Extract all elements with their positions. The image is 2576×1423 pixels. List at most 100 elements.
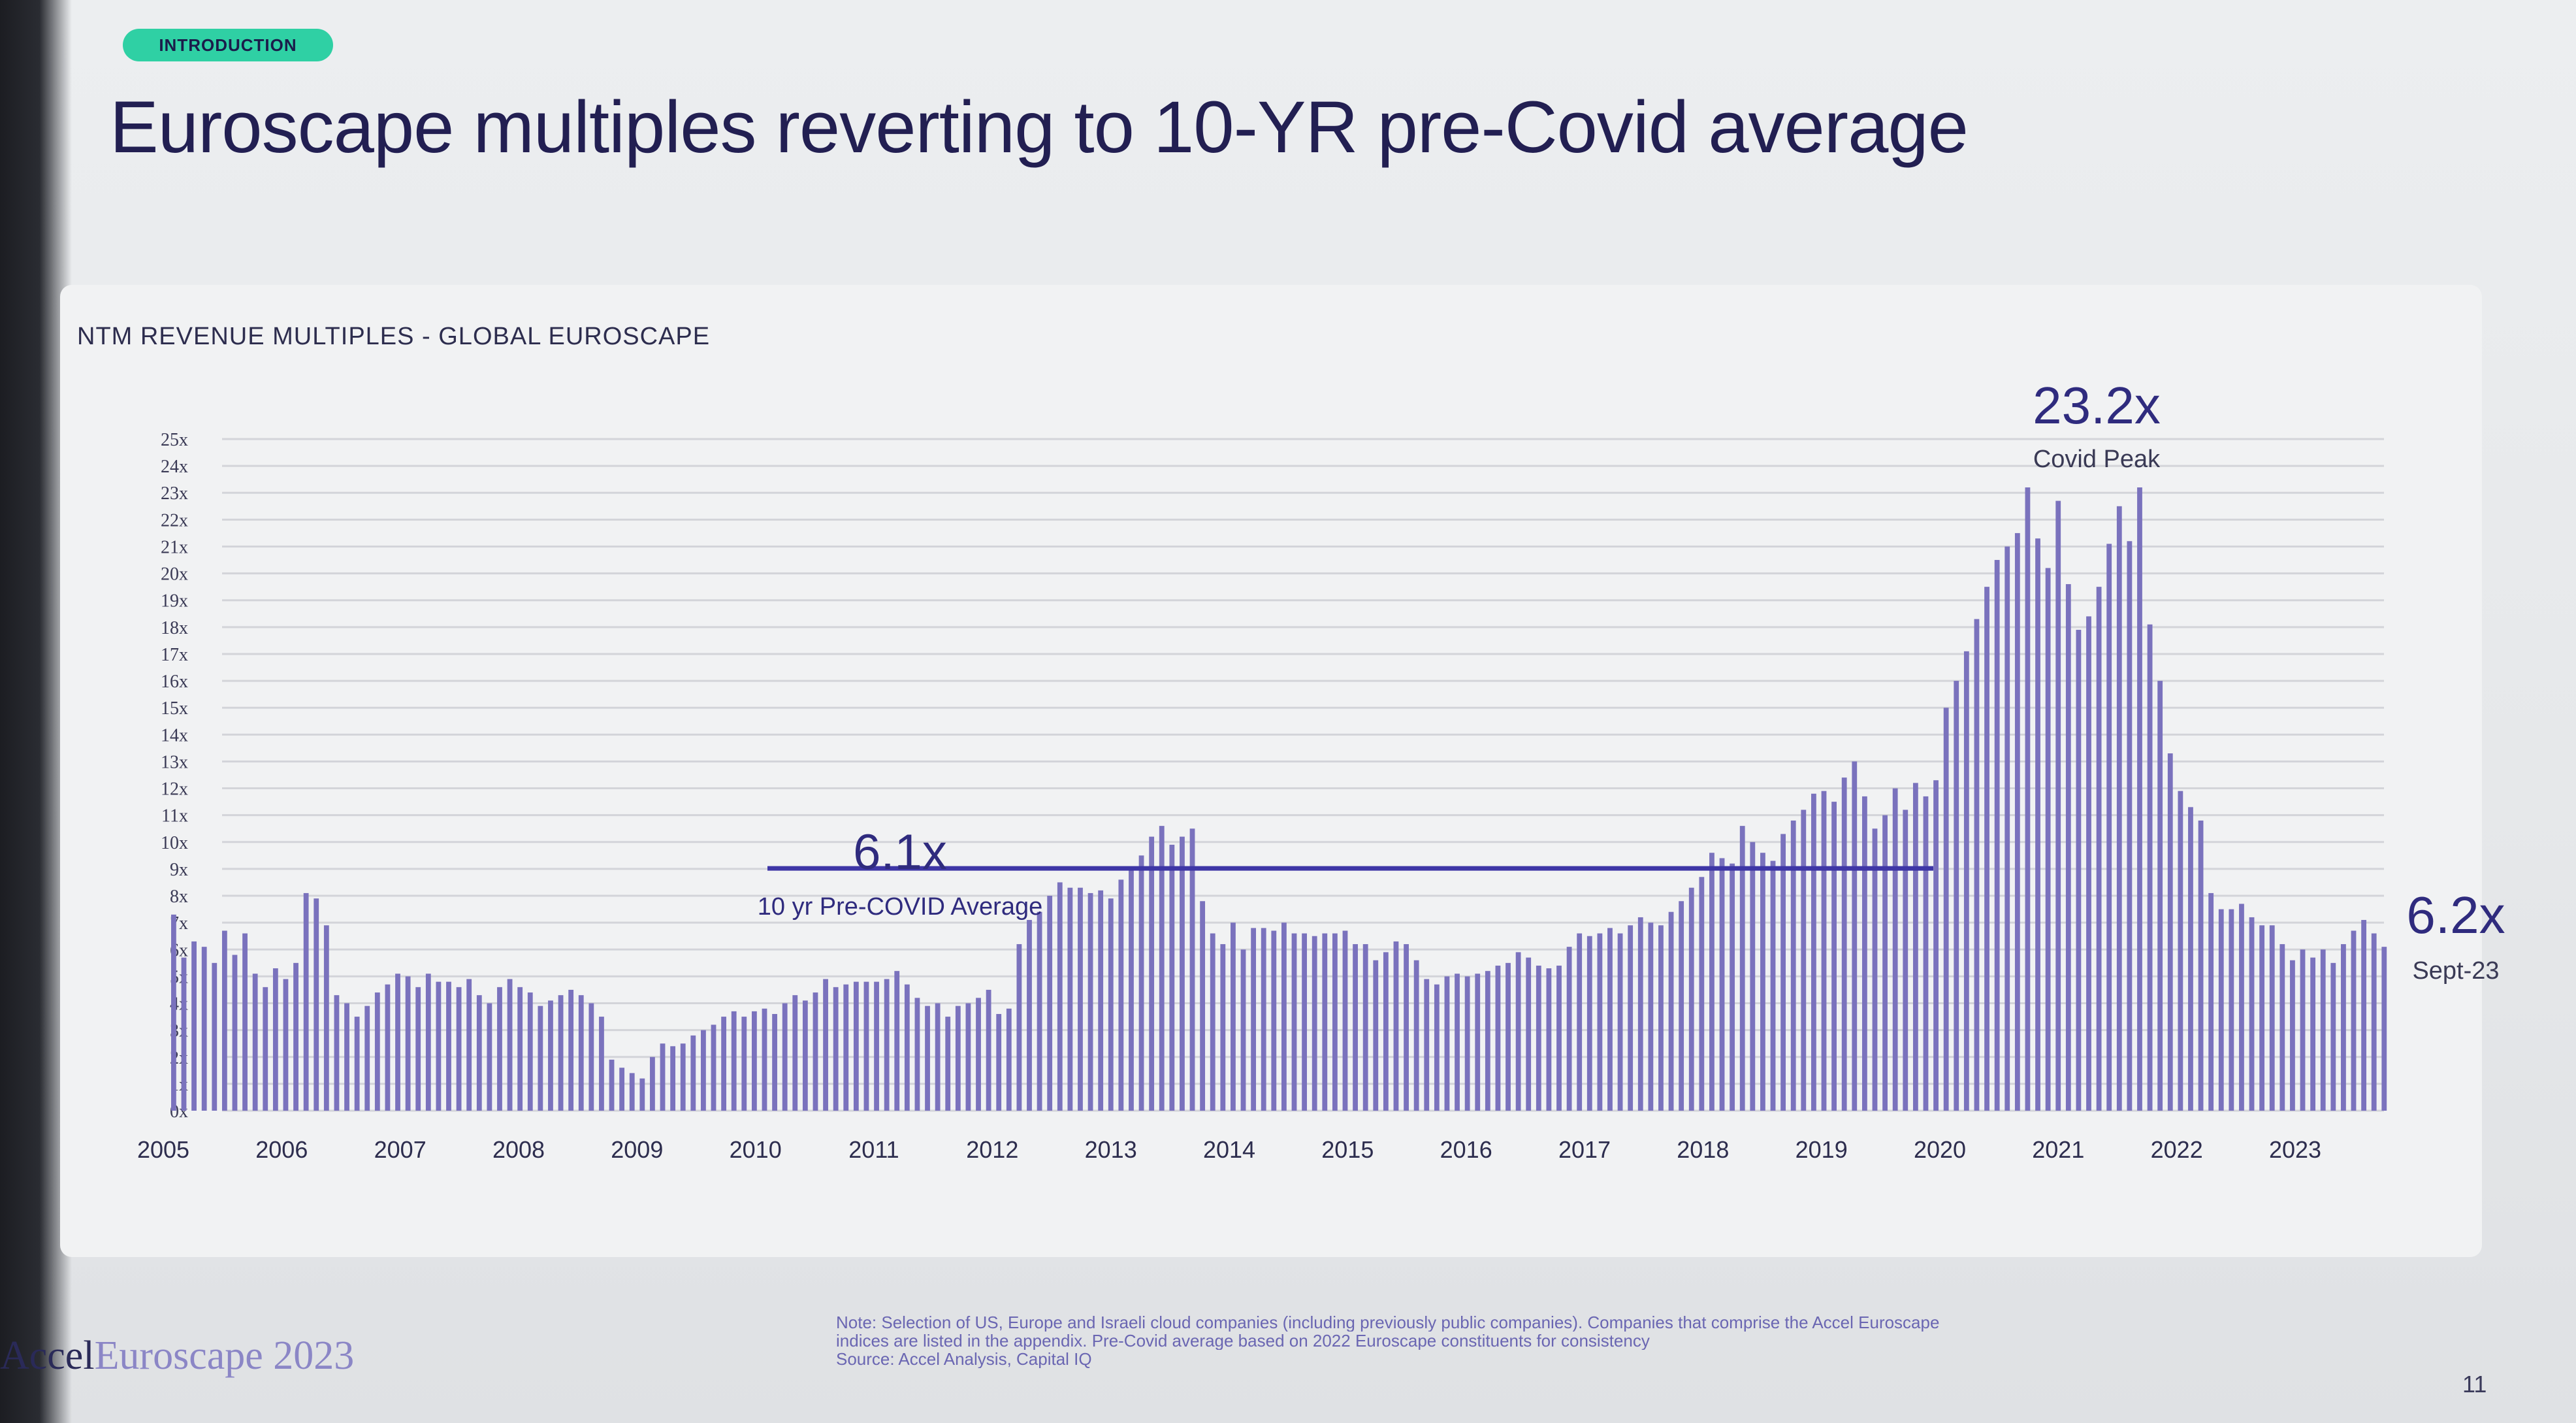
bar bbox=[1607, 928, 1613, 1111]
slide: INTRODUCTION Euroscape multiples reverti… bbox=[59, 0, 2576, 1423]
bar bbox=[1628, 925, 1634, 1111]
bar bbox=[232, 955, 238, 1111]
bar bbox=[2157, 681, 2163, 1111]
bar bbox=[538, 1006, 543, 1111]
y-tick-label: 13x bbox=[161, 752, 188, 772]
bar bbox=[894, 971, 900, 1111]
bar bbox=[191, 941, 197, 1111]
bar bbox=[2371, 933, 2377, 1111]
bar bbox=[1801, 810, 1807, 1111]
bar bbox=[1220, 944, 1226, 1111]
bar bbox=[751, 1011, 757, 1111]
bar bbox=[1108, 898, 1114, 1111]
bar bbox=[2116, 506, 2122, 1111]
bar bbox=[1078, 887, 1083, 1111]
bar bbox=[558, 995, 564, 1111]
average-value-label: 6.1x bbox=[853, 825, 947, 880]
bar bbox=[425, 973, 431, 1111]
bar bbox=[2096, 587, 2102, 1111]
bar bbox=[1597, 933, 1603, 1111]
bar bbox=[1730, 863, 1735, 1111]
bar bbox=[578, 995, 584, 1111]
bar bbox=[1261, 928, 1266, 1111]
x-tick-label: 2020 bbox=[1914, 1136, 1966, 1163]
bar bbox=[1057, 882, 1063, 1111]
bar bbox=[344, 1003, 349, 1111]
bar bbox=[1943, 708, 1949, 1111]
bar bbox=[863, 981, 869, 1111]
bar bbox=[2035, 538, 2040, 1111]
bar bbox=[2361, 920, 2367, 1111]
bar bbox=[680, 1043, 686, 1111]
bar bbox=[272, 968, 278, 1111]
bar bbox=[1342, 930, 1348, 1111]
current-label: Sept-23 bbox=[2412, 957, 2499, 985]
bar bbox=[1526, 957, 1532, 1111]
bar bbox=[1546, 968, 1552, 1111]
y-tick-label: 25x bbox=[161, 430, 188, 450]
bar bbox=[731, 1011, 737, 1111]
bar bbox=[935, 1003, 941, 1111]
bar bbox=[334, 995, 340, 1111]
bar bbox=[1129, 868, 1134, 1111]
bar bbox=[1556, 965, 1562, 1111]
x-tick-label: 2010 bbox=[730, 1136, 782, 1163]
bar bbox=[1648, 923, 1654, 1111]
bar bbox=[252, 973, 258, 1111]
bar bbox=[599, 1017, 604, 1111]
bar bbox=[2229, 909, 2234, 1111]
bar bbox=[1353, 944, 1358, 1111]
bar bbox=[2279, 944, 2285, 1111]
footnote-line: Note: Selection of US, Europe and Israel… bbox=[836, 1313, 1940, 1332]
y-tick-label: 19x bbox=[161, 591, 188, 612]
bar bbox=[476, 995, 482, 1111]
bar bbox=[568, 989, 574, 1111]
bar bbox=[395, 973, 400, 1111]
bar bbox=[1362, 944, 1368, 1111]
bar bbox=[955, 1006, 961, 1111]
average-label: 10 yr Pre-COVID Average bbox=[758, 893, 1042, 921]
bar bbox=[792, 995, 798, 1111]
y-tick-label: 16x bbox=[161, 672, 188, 692]
bar bbox=[1831, 802, 1837, 1111]
bar bbox=[497, 987, 502, 1111]
bar bbox=[1679, 901, 1684, 1111]
x-tick-label: 2013 bbox=[1085, 1136, 1137, 1163]
bar bbox=[2055, 500, 2061, 1111]
y-tick-label: 15x bbox=[161, 698, 188, 719]
bar bbox=[2218, 909, 2224, 1111]
bar bbox=[1933, 780, 1939, 1111]
bar bbox=[1637, 917, 1643, 1111]
bar bbox=[690, 1035, 696, 1111]
bar bbox=[415, 987, 421, 1111]
x-tick-label: 2012 bbox=[966, 1136, 1018, 1163]
bar bbox=[1393, 941, 1399, 1111]
bar bbox=[221, 930, 227, 1111]
bar bbox=[1231, 923, 1236, 1111]
y-tick-label: 18x bbox=[161, 618, 188, 638]
bar bbox=[293, 962, 298, 1111]
screen-edge-shadow bbox=[0, 0, 72, 1423]
bar bbox=[1668, 911, 1674, 1111]
bar bbox=[925, 1006, 930, 1111]
bar bbox=[2106, 544, 2112, 1111]
bar bbox=[1750, 842, 1756, 1111]
bar bbox=[1688, 887, 1694, 1111]
peak-label: Covid Peak bbox=[2033, 446, 2161, 473]
bar bbox=[884, 979, 890, 1111]
y-tick-label: 23x bbox=[161, 483, 188, 504]
bar bbox=[1464, 976, 1470, 1111]
bar bbox=[1821, 791, 1827, 1111]
brand-logo: AccelEuroscape 2023 bbox=[0, 1333, 354, 1379]
bar bbox=[1719, 858, 1725, 1111]
bar bbox=[2320, 949, 2326, 1111]
bar bbox=[1027, 920, 1032, 1111]
bar bbox=[2269, 925, 2275, 1111]
bar bbox=[1149, 836, 1155, 1111]
bar bbox=[1566, 947, 1572, 1111]
bar bbox=[364, 1006, 370, 1111]
bar bbox=[1067, 887, 1073, 1111]
bar bbox=[1200, 901, 1206, 1111]
footnote-line: Source: Accel Analysis, Capital IQ bbox=[836, 1350, 1092, 1368]
bar bbox=[965, 1003, 971, 1111]
